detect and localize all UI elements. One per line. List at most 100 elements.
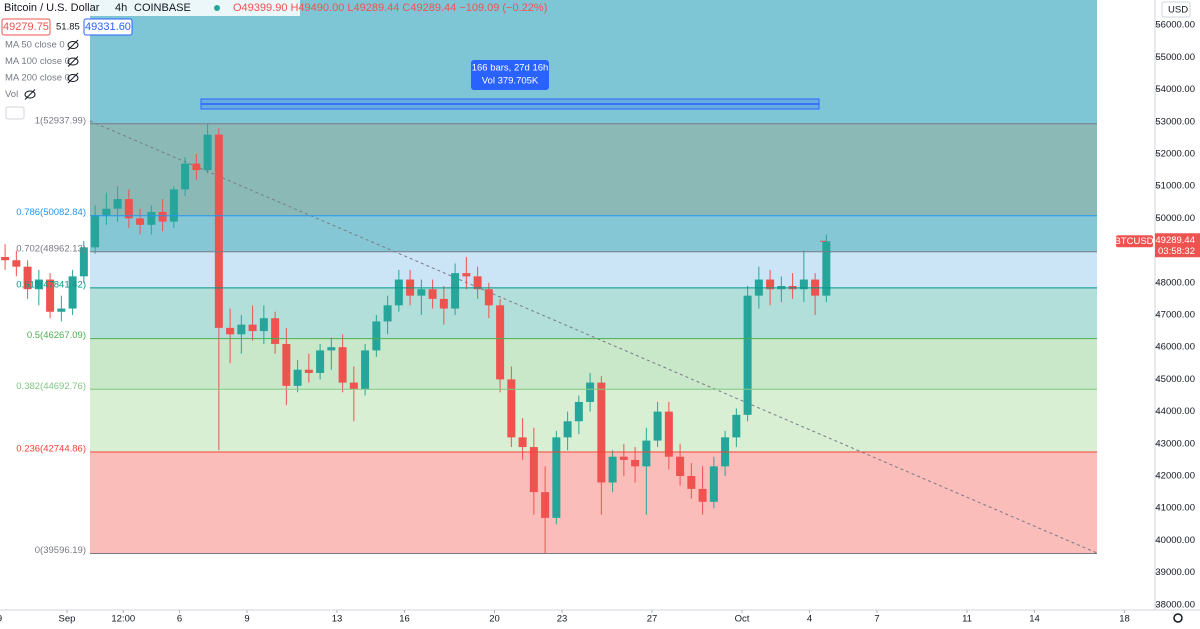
fib-band — [90, 287, 1097, 339]
candle-body — [428, 289, 437, 299]
currency[interactable]: USD — [1168, 5, 1188, 16]
candle-body — [529, 447, 538, 493]
y-tick-label: 50000.00 — [1155, 213, 1195, 224]
candles — [1, 123, 831, 554]
spread: 51.85 — [56, 22, 80, 33]
indicator: MA 100 close 0 — [5, 56, 70, 67]
candle-body — [147, 211, 156, 225]
axis-labels: 38000.00 39000.00 40000.00 41000.00 42000.00… — [0, 20, 1200, 625]
candle-body — [12, 260, 21, 267]
hide-icon-slash — [24, 89, 36, 100]
candle-body — [496, 305, 505, 380]
x-tick-label: 11 — [962, 614, 972, 625]
candle-body — [563, 421, 572, 438]
candle-body — [192, 163, 201, 171]
candle-body — [91, 215, 100, 248]
y-tick-label: 40000.00 — [1155, 535, 1195, 546]
fib-band — [90, 251, 1097, 288]
candle-body — [698, 488, 707, 502]
x-tick-label: 9 — [244, 614, 249, 625]
candle-body — [68, 276, 77, 309]
y-tick-label: 51000.00 — [1155, 181, 1195, 192]
x-tick-label: 14 — [1029, 614, 1040, 625]
candle-body — [462, 273, 471, 277]
candle-body — [552, 437, 561, 518]
candle-body — [248, 324, 257, 332]
candle-body — [664, 411, 673, 457]
candle-body — [732, 414, 741, 438]
last-price-tag — [1155, 233, 1200, 258]
time-axis — [0, 610, 1200, 629]
measure-bars: 166 bars, 27d 16h — [472, 63, 549, 74]
interval: 4h — [115, 2, 127, 14]
y-tick-label: 39000.00 — [1155, 567, 1195, 578]
candle-body — [597, 382, 606, 483]
x-tick-label: 13 — [332, 614, 343, 625]
candle-body — [676, 456, 685, 477]
candle-body — [102, 208, 111, 216]
measure-volume: Vol 379.705K — [482, 76, 539, 87]
sell-button[interactable] — [1, 18, 51, 36]
fib-label: 0(39596.19) — [35, 545, 86, 556]
y-tick-label: 56000.00 — [1155, 20, 1195, 31]
ohlc: O49399.90 H49490.00 L49289.44 C49289.44 … — [233, 2, 547, 14]
sell-price[interactable]: 49279.75 — [3, 21, 49, 33]
x-tick-label: 27 — [647, 614, 658, 625]
y-tick-label: 41000.00 — [1155, 503, 1195, 514]
y-tick-label: 38000.00 — [1155, 599, 1195, 610]
hide-icon[interactable] — [67, 74, 79, 82]
candle-body — [203, 134, 212, 171]
y-tick-label: 42000.00 — [1155, 471, 1195, 482]
hide-icon-slash — [67, 39, 79, 51]
x-tick-label: 18 — [1119, 614, 1130, 625]
candle-body — [619, 456, 628, 460]
candle-body — [282, 343, 291, 386]
candle-body — [237, 324, 246, 335]
candle-body — [271, 318, 280, 344]
fib-label: 0.702(48962.13) — [16, 243, 86, 254]
hide-icon[interactable] — [67, 57, 79, 66]
hide-icon[interactable] — [24, 90, 36, 99]
last-price-label: 49289.44 — [1155, 235, 1195, 246]
candle-body — [417, 289, 426, 296]
candle-body — [79, 247, 88, 277]
candle-body — [642, 440, 651, 467]
y-tick-label: 43000.00 — [1155, 438, 1195, 449]
collapse-button[interactable] — [5, 106, 25, 120]
fib-label: 0.618(47841.42) — [16, 279, 86, 290]
buy-price[interactable]: 49331.60 — [85, 21, 131, 33]
y-tick-label: 55000.00 — [1155, 52, 1195, 63]
candle-body — [586, 382, 595, 402]
candle-body — [394, 279, 403, 306]
trend-line — [89, 120, 1098, 554]
candle-body — [484, 289, 493, 306]
candle-body — [383, 305, 392, 322]
currency-button[interactable] — [1161, 1, 1191, 18]
x-tick-label: Oct — [735, 614, 750, 625]
buy-button[interactable] — [83, 18, 133, 36]
candle-body — [631, 459, 640, 467]
candle-body — [46, 279, 55, 312]
header-bg — [0, 0, 300, 16]
fib-band — [90, 123, 1097, 216]
x-tick-label: 7 — [874, 614, 879, 625]
settings-button[interactable] — [1173, 613, 1183, 623]
status-dot — [214, 5, 220, 11]
fib-label: 0.382(44692.76) — [16, 381, 86, 392]
symbol-tag-label: BTCUSD — [1114, 236, 1153, 247]
y-tick-label: 46000.00 — [1155, 342, 1195, 353]
fib-band — [90, 452, 1097, 554]
indicator: MA 200 close 0 — [5, 73, 70, 84]
indicators: MA 50 close 0 MA 100 close 0 MA 200 close … — [5, 39, 79, 100]
hide-icon[interactable] — [67, 41, 79, 49]
candle-body — [327, 347, 336, 351]
candle-body — [57, 308, 66, 312]
candle-body — [743, 295, 752, 415]
candle-body — [293, 369, 302, 386]
y-tick-label: 48000.00 — [1155, 277, 1195, 288]
candle-body — [158, 211, 167, 222]
candle-body — [226, 327, 235, 335]
symbol-tag — [1116, 235, 1153, 248]
candle-body — [372, 321, 381, 351]
